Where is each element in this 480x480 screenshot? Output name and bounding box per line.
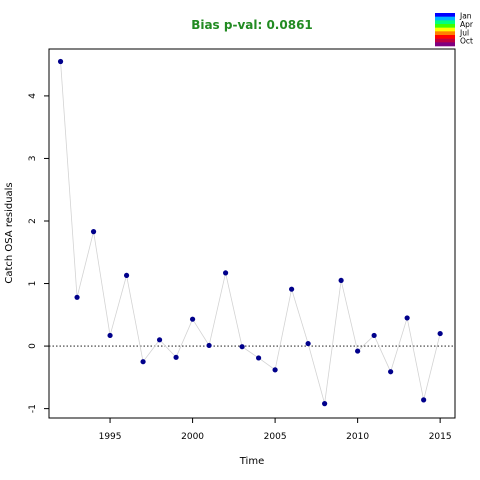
residual-point xyxy=(421,397,427,403)
y-axis: -1 0 1 2 3 4 xyxy=(28,93,49,413)
residual-point xyxy=(289,286,295,292)
plot-frame xyxy=(48,48,456,419)
y-axis-label: Catch OSA residuals xyxy=(4,182,15,283)
residual-point xyxy=(371,332,377,339)
residual-point xyxy=(404,315,410,321)
y-tick-label: 3 xyxy=(28,156,38,162)
legend-color-band xyxy=(435,13,455,17)
chart-title: Bias p-val: 0.0861 xyxy=(191,18,313,32)
legend-label: Jan xyxy=(459,12,472,21)
x-axis-label: Time xyxy=(239,456,264,467)
legend-label: Jul xyxy=(459,28,469,37)
residual-connecting-line xyxy=(60,61,441,404)
residual-point xyxy=(173,354,179,360)
legend-color-band xyxy=(435,35,455,39)
y-tick-label: 2 xyxy=(28,218,38,224)
residual-point xyxy=(156,337,163,343)
legend-color-band xyxy=(435,24,455,28)
legend-color-band xyxy=(435,31,455,36)
residual-point xyxy=(338,277,344,284)
residual-point xyxy=(57,58,64,65)
legend-color-band xyxy=(435,27,455,32)
y-tick-label: 4 xyxy=(28,93,38,99)
x-tick-label: 2015 xyxy=(429,432,452,442)
x-tick-label: 1995 xyxy=(99,432,122,442)
residual-points xyxy=(57,58,443,407)
x-tick-label: 2000 xyxy=(181,432,204,442)
residual-point xyxy=(74,294,80,300)
legend-label: Oct xyxy=(460,37,473,46)
residual-point xyxy=(272,367,278,373)
residual-point xyxy=(189,316,196,322)
x-tick-label: 2005 xyxy=(264,432,287,442)
residual-point xyxy=(140,359,146,365)
x-axis: 1995 2000 2005 2010 2015 xyxy=(99,418,452,442)
y-tick-label: -1 xyxy=(28,404,38,413)
residual-point xyxy=(388,369,394,375)
residual-point xyxy=(206,342,212,349)
legend-color-band xyxy=(435,20,455,25)
residual-point xyxy=(123,272,130,279)
legend-color-band xyxy=(435,38,455,43)
residual-point xyxy=(322,401,328,407)
residual-point xyxy=(239,344,245,350)
residual-point xyxy=(107,332,113,339)
residual-point xyxy=(355,348,361,354)
y-tick-label: 0 xyxy=(28,343,38,349)
x-tick-label: 2010 xyxy=(346,432,369,442)
residual-point xyxy=(437,330,443,337)
residual-point xyxy=(222,270,229,276)
legend-color-band xyxy=(435,42,455,47)
residual-point xyxy=(90,229,97,235)
y-tick-label: 1 xyxy=(28,281,38,287)
legend-color-band xyxy=(435,16,455,21)
residual-point xyxy=(256,355,262,361)
residual-point xyxy=(305,340,311,347)
legend-label: Apr xyxy=(460,20,474,29)
